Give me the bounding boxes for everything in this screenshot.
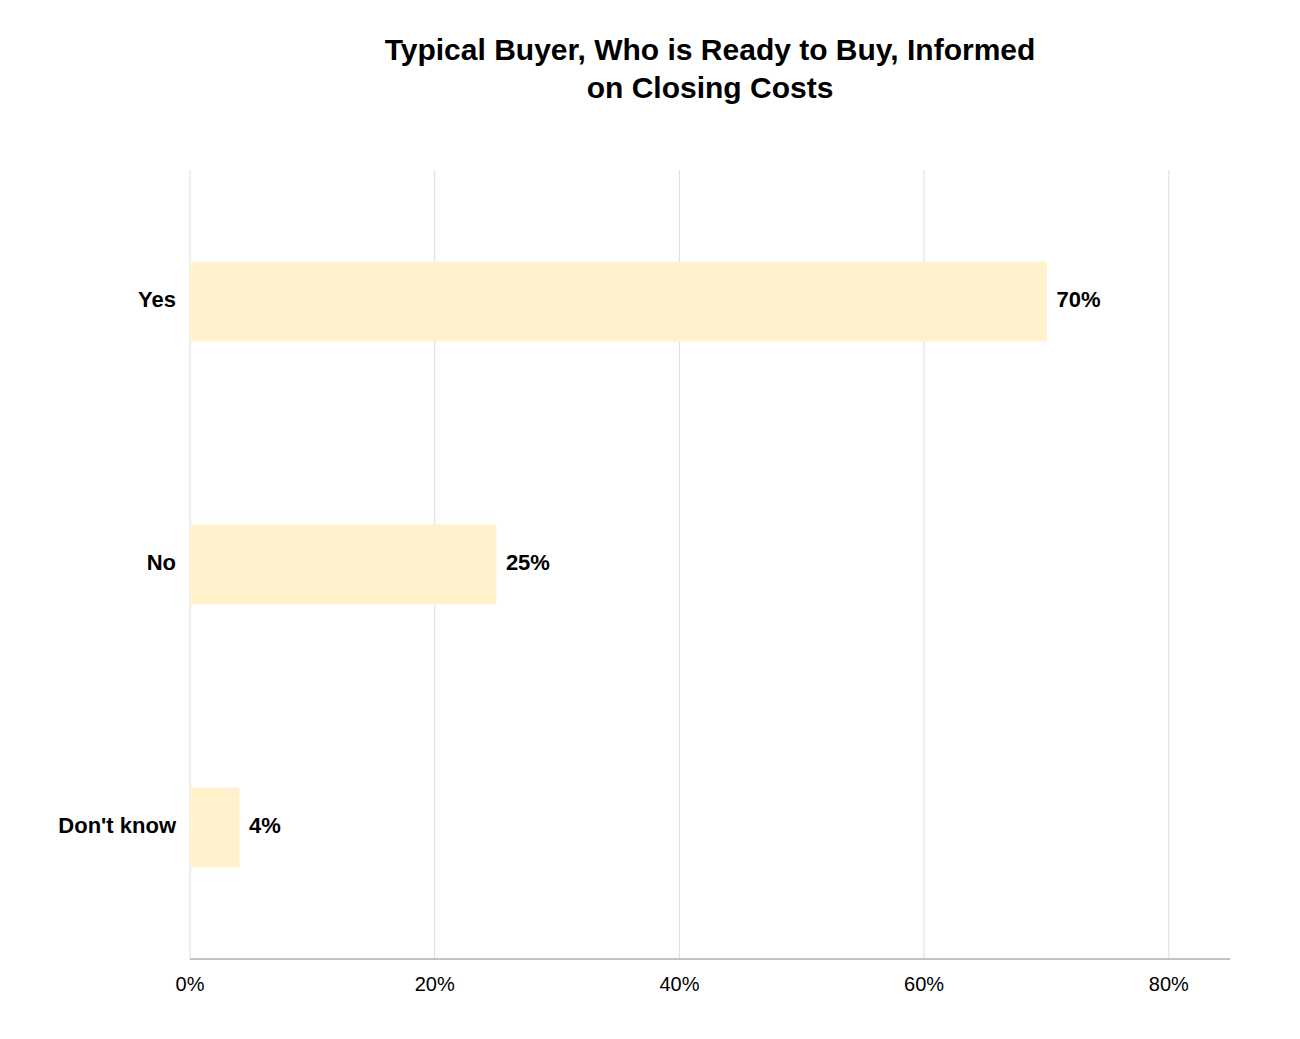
bars	[190, 262, 1046, 867]
x-tick-label: 80%	[1149, 973, 1189, 995]
x-axis-line	[190, 959, 1230, 960]
background	[0, 0, 1300, 1039]
x-tick-label: 40%	[659, 973, 699, 995]
data-label: 25%	[506, 550, 550, 575]
bar	[190, 525, 496, 604]
data-label: 4%	[249, 813, 281, 838]
data-label: 70%	[1056, 287, 1100, 312]
x-tick-label: 20%	[415, 973, 455, 995]
x-tick-label: 60%	[904, 973, 944, 995]
y-tick-label: Don't know	[58, 813, 177, 838]
grid-line	[1168, 170, 1169, 959]
y-tick-label: No	[147, 550, 176, 575]
x-tick-label: 0%	[176, 973, 205, 995]
bar	[190, 788, 239, 867]
grid	[190, 170, 1169, 959]
title: Typical Buyer, Who is Ready to Buy, Info…	[385, 33, 1036, 104]
y-tick-label: Yes	[138, 287, 176, 312]
bar	[190, 262, 1046, 341]
chart-container: Typical Buyer, Who is Ready to Buy, Info…	[0, 0, 1300, 1039]
chart-svg: Typical Buyer, Who is Ready to Buy, Info…	[0, 0, 1300, 1039]
